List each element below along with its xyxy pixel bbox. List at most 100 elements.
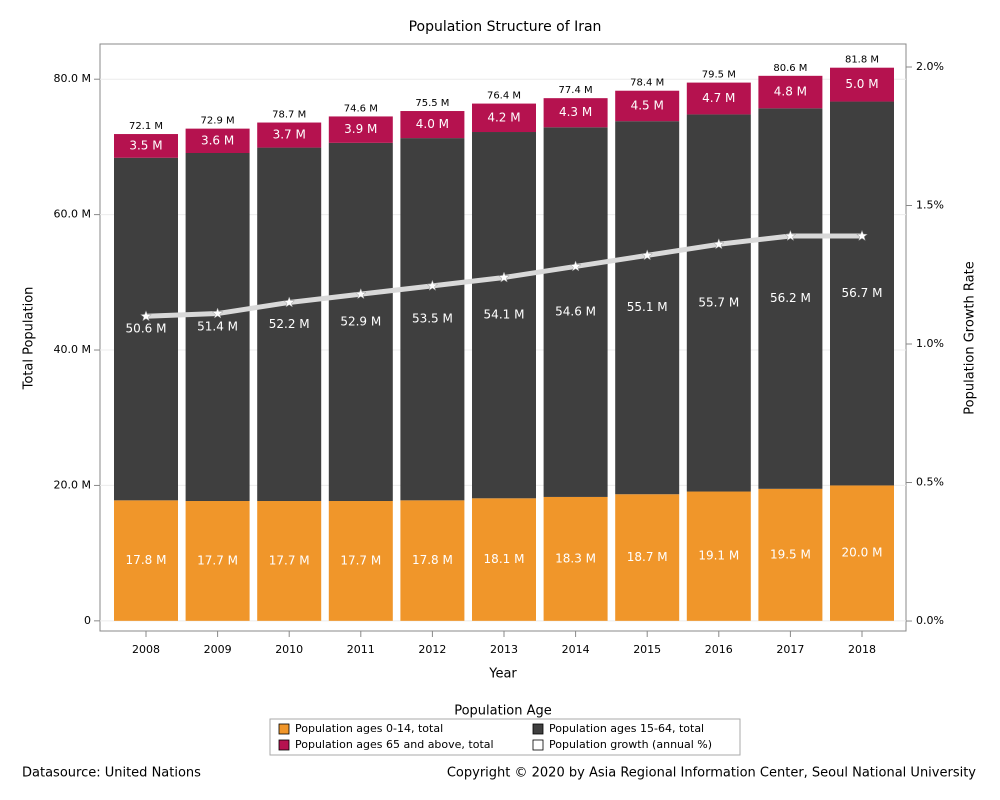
bar-segment [758,488,823,621]
bar-segment [472,498,536,621]
x-tick-label: 2016 [705,643,733,656]
total-label: 74.6 M [344,103,378,114]
legend-label: Population ages 65 and above, total [295,738,494,751]
growth-marker [140,310,152,322]
bar-segment [830,101,894,486]
plot-frame [99,43,907,632]
y-tick-label: 40.0 M [54,343,91,356]
bar-segment [328,116,393,143]
legend-label: Population ages 15-64, total [549,722,704,735]
bar-segment [328,501,393,621]
y2-tick-label: 1.0% [916,337,944,350]
x-tick-label: 2014 [562,643,590,656]
growth-marker [354,287,367,300]
total-label: 79.5 M [702,70,736,81]
data-label: 17.7 M [340,553,381,567]
footer-copyright: Copyright © 2020 by Asia Regional Inform… [447,766,976,781]
legend-swatch [532,723,544,735]
data-label: 54.6 M [555,305,596,319]
bar-segment [472,132,536,499]
data-label: 52.9 M [340,314,381,328]
total-label: 76.4 M [487,91,521,102]
data-label: 51.4 M [197,320,238,334]
y-tick-label: 20.0 M [54,478,91,491]
total-label: 78.4 M [630,78,664,89]
bar-segment [400,111,465,139]
bar-segment [185,153,250,502]
growth-marker [211,307,224,319]
x-axis-title: Year [488,667,517,682]
data-label: 19.5 M [770,547,811,561]
bar-segment [257,501,322,621]
x-tick-label: 2010 [275,643,303,656]
bar-segment [758,108,823,489]
total-label: 78.7 M [272,110,306,121]
x-tick-label: 2017 [776,643,804,656]
y-tick-label: 60.0 M [54,208,91,221]
data-label: 53.5 M [412,312,453,326]
data-label: 4.0 M [416,117,449,131]
data-label: 18.7 M [627,550,668,564]
bar-segment [114,500,178,621]
total-label: 80.6 M [773,63,807,74]
data-label: 52.2 M [269,317,310,331]
x-tick-label: 2011 [347,643,375,656]
data-label: 19.1 M [698,549,739,563]
y-axis-title: Total Population [22,287,37,391]
data-label: 5.0 M [845,77,878,91]
data-label: 3.9 M [344,122,377,136]
y2-axis-title: Population Growth Rate [963,261,978,414]
bar-segment [615,494,680,621]
bar-segment [543,496,608,621]
x-tick-label: 2009 [204,643,232,656]
bar-segment [472,103,536,133]
y2-tick-label: 1.5% [916,199,944,212]
data-label: 3.6 M [201,133,234,147]
data-label: 17.8 M [412,553,453,567]
total-label: 72.1 M [129,121,163,132]
bar-segment [257,147,322,502]
y2-tick-label: 2.0% [916,60,944,73]
x-tick-label: 2015 [633,643,661,656]
growth-marker [283,296,296,308]
data-label: 17.7 M [197,553,238,567]
growth-marker [784,229,797,242]
bar-segment [686,82,751,115]
x-tick-label: 2013 [490,643,518,656]
data-label: 55.7 M [698,295,739,309]
data-label: 17.8 M [126,553,167,567]
growth-marker [426,279,439,291]
total-label: 75.5 M [415,98,449,109]
legend-swatch [278,723,290,735]
bar-segment [615,121,680,495]
y2-tick-label: 0.0% [916,614,944,627]
bar-segment [400,138,465,501]
growth-marker [641,249,654,261]
bar-segment [114,134,178,158]
data-label: 3.5 M [129,138,162,152]
legend-swatch [532,739,544,751]
bar-segment [543,127,608,497]
growth-marker [498,271,510,283]
growth-marker [712,238,725,250]
chart-title: Population Structure of Iran [409,19,602,35]
bar-segment [686,491,751,621]
data-label: 54.1 M [484,308,525,322]
legend-swatch [278,739,290,751]
x-tick-label: 2012 [418,643,446,656]
bar-segment [615,90,680,122]
x-tick-label: 2018 [848,643,876,656]
data-label: 4.3 M [559,105,592,119]
data-label: 56.7 M [842,286,883,300]
total-label: 77.4 M [559,85,593,96]
data-label: 4.2 M [487,110,520,124]
bar-segment [114,157,178,501]
legend-frame [269,718,741,756]
bar-segment [543,98,608,128]
data-label: 50.6 M [126,322,167,336]
data-label: 17.7 M [269,553,310,567]
y-tick-label: 0 [84,614,91,627]
x-tick-label: 2008 [132,643,160,656]
legend-label: Population ages 0-14, total [295,722,443,735]
